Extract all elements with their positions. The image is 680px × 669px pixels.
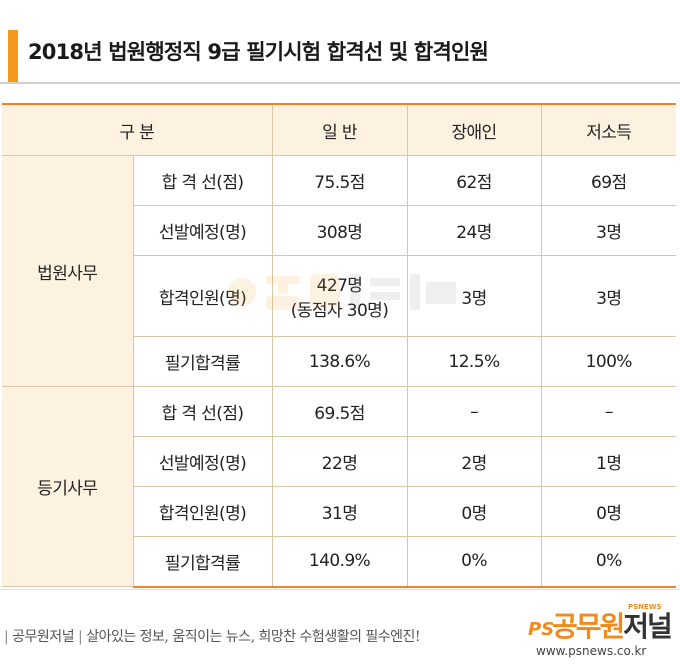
footer-divider (0, 589, 680, 590)
table-header-row: 구 분 일 반 장애인 저소득 (2, 103, 677, 156)
cell-low-income: 0% (540, 536, 677, 588)
row-label: 선발예정(명) (133, 205, 273, 256)
group-label: 법원사무 (2, 155, 134, 387)
cell-disabled: 24명 (406, 205, 542, 256)
cell-general: 308명 (271, 205, 408, 256)
separator: | (4, 629, 13, 645)
psnews-logo: PS PSNEWS 공무원저널 www.psnews.co.kr (528, 603, 678, 663)
row-label: 합격인원(명) (133, 486, 273, 537)
cell-disabled: 0명 (406, 486, 542, 537)
cell-general: 138.6% (271, 336, 408, 387)
cell-note: (동점자 30명) (290, 301, 389, 321)
logo-tag: PSNEWS (628, 603, 662, 611)
cell-disabled: 12.5% (406, 336, 542, 387)
logo-url: www.psnews.co.kr (536, 644, 647, 658)
logo-name-b: 저널 (623, 610, 673, 643)
cell-general: 75.5점 (271, 155, 408, 206)
row-label: 선발예정(명) (133, 436, 273, 487)
cell-low-income: 1명 (540, 436, 677, 487)
page-title: 2018년 법원행정직 9급 필기시험 합격선 및 합격인원 (28, 40, 489, 64)
cell-disabled: – (406, 386, 542, 437)
title-accent-bar (8, 30, 18, 82)
cell-general: 69.5점 (271, 386, 408, 437)
row-label: 필기합격률 (133, 336, 273, 387)
header-category: 구 분 (2, 103, 273, 156)
table-row: 선발예정(명) 22명 2명 1명 (2, 436, 677, 487)
group-label: 등기사무 (2, 386, 134, 587)
table-row: 필기합격률 138.6% 12.5% 100% (2, 336, 677, 387)
table-row: 합격인원(명) 31명 0명 0명 (2, 486, 677, 537)
cell-disabled: 2명 (406, 436, 542, 487)
row-label: 필기합격률 (133, 536, 273, 588)
results-table: 구 분 일 반 장애인 저소득 법원사무 합 격 선(점) 75.5점 62점 … (2, 103, 677, 588)
cell-general: 427명 (동점자 30명) (271, 255, 408, 337)
table-row: 필기합격률 140.9% 0% 0% (2, 536, 677, 588)
row-label: 합 격 선(점) (132, 386, 273, 437)
cell-low-income: 69점 (540, 155, 677, 206)
cell-low-income: 3명 (540, 205, 677, 256)
row-label: 합 격 선(점) (132, 155, 273, 206)
footer-slogan: | 공무원저널 | 살아있는 정보, 움직이는 뉴스, 희망찬 수험생활의 필수… (4, 626, 421, 646)
header-low-income: 저소득 (540, 103, 677, 156)
table-row: 합격인원(명) 427명 (동점자 30명) 3명 3명 (2, 255, 677, 337)
table-row: 선발예정(명) 308명 24명 3명 (2, 205, 677, 256)
cell-low-income: 3명 (540, 255, 677, 337)
header-disabled: 장애인 (406, 103, 542, 156)
cell-general: 31명 (271, 486, 408, 537)
cell-disabled: 62점 (406, 155, 542, 206)
header-general: 일 반 (271, 103, 408, 156)
cell-low-income: – (540, 386, 677, 437)
cell-low-income: 0명 (540, 486, 677, 537)
cell-general: 22명 (271, 436, 408, 487)
row-label: 합격인원(명) (133, 255, 273, 337)
table-row: 법원사무 합 격 선(점) 75.5점 62점 69점 (2, 155, 677, 387)
logo-ps: PS (528, 619, 555, 640)
cell-disabled: 0% (406, 536, 542, 588)
footer-brand: 공무원저널 (12, 629, 75, 645)
cell-general: 140.9% (271, 536, 408, 588)
logo-name-a: 공무원 (552, 610, 625, 643)
separator: | (74, 629, 87, 645)
cell-value: 427명 (316, 276, 363, 296)
footer-slogan-text: 살아있는 정보, 움직이는 뉴스, 희망찬 수험생활의 필수엔진! (86, 629, 421, 645)
cell-disabled: 3명 (406, 255, 542, 337)
cell-low-income: 100% (540, 336, 677, 387)
table-row: 등기사무 합 격 선(점) 69.5점 – – (2, 386, 677, 587)
title-divider (0, 82, 680, 84)
logo-wordmark: 공무원저널 (552, 605, 673, 645)
